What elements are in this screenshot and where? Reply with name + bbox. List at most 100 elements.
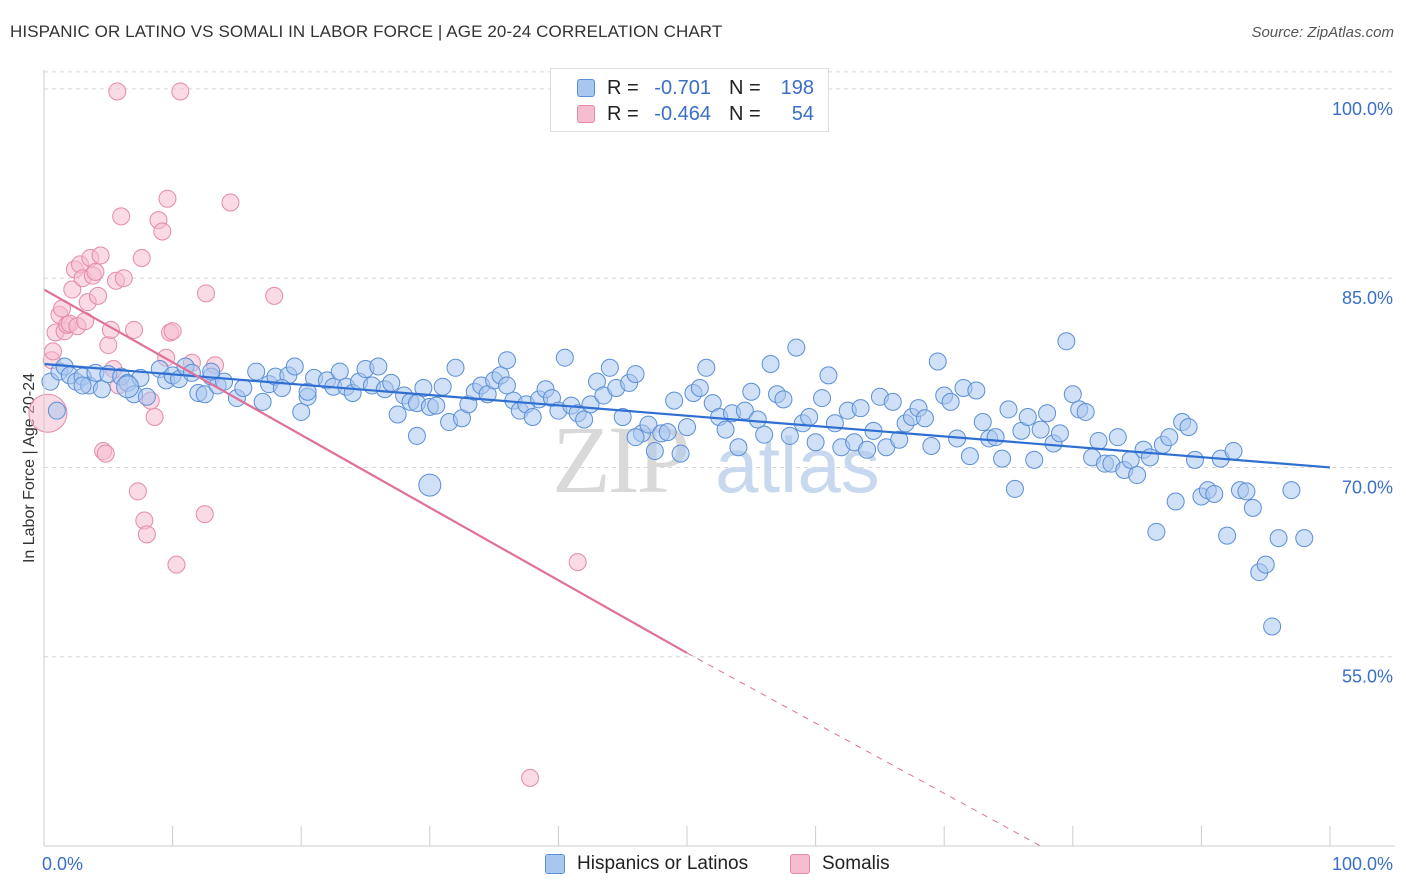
y-tick-label: 55.0%: [1342, 667, 1393, 687]
y-tick-label: 70.0%: [1342, 477, 1393, 497]
hispanic-legend-swatch: [545, 854, 565, 874]
somali-point: [197, 284, 216, 303]
hispanic-point: [960, 447, 979, 466]
hispanic-point: [600, 358, 619, 377]
bottom-legend-somali: Somalis: [790, 852, 890, 876]
hispanic-point: [928, 352, 947, 371]
hispanic-point: [1185, 450, 1204, 469]
somali-point: [145, 407, 164, 426]
hispanic-point: [427, 396, 446, 415]
hispanic-point: [986, 428, 1005, 447]
somali-point: [137, 525, 156, 544]
hispanic-point: [993, 449, 1012, 468]
x-tick-label-max: 100.0%: [1332, 854, 1393, 874]
somali-swatch: [577, 105, 595, 123]
hispanic-point: [1160, 428, 1179, 447]
somali-point: [132, 249, 151, 268]
hispanic-point: [234, 378, 253, 397]
somali-point: [63, 280, 82, 299]
hispanic-point: [1166, 492, 1185, 511]
hispanic-point: [1224, 442, 1243, 461]
trend-layer: [43, 288, 1331, 847]
hispanic-point: [414, 378, 433, 397]
hispanic-point: [729, 438, 748, 457]
somali-trend-line: [43, 288, 688, 654]
somali-point: [195, 505, 214, 524]
somali-point: [99, 336, 118, 355]
hispanic-point: [1256, 555, 1275, 574]
legend-r-label: R =: [607, 102, 639, 125]
hispanic-point: [967, 381, 986, 400]
hispanic-point: [941, 392, 960, 411]
hispanic-point: [418, 473, 442, 497]
legend-row-somali: R = -0.464 N = 54: [577, 102, 814, 126]
somali-point: [128, 482, 147, 501]
hispanic-point: [1005, 479, 1024, 498]
hispanic-point: [819, 366, 838, 385]
hispanic-point: [253, 392, 272, 411]
hispanic-point: [915, 409, 934, 428]
hispanic-point: [825, 414, 844, 433]
hispanic-point: [73, 376, 92, 395]
somali-point: [86, 262, 105, 281]
hispanic-point: [851, 399, 870, 418]
hispanic-point: [1269, 529, 1288, 548]
hispanic-point: [748, 410, 767, 429]
hispanic-swatch: [577, 79, 595, 97]
somali-point: [158, 189, 177, 208]
y-tick-label: 100.0%: [1332, 99, 1393, 119]
y-tick-label: 85.0%: [1342, 288, 1393, 308]
hispanic-point: [369, 357, 388, 376]
hispanic-point: [813, 389, 832, 408]
hispanic-point: [47, 401, 66, 420]
hispanic-point: [883, 392, 902, 411]
chart-title: HISPANIC OR LATINO VS SOMALI IN LABOR FO…: [10, 22, 723, 41]
hispanic-point: [645, 442, 664, 461]
bottom-legend-hispanic: Hispanics or Latinos: [545, 852, 748, 876]
somali-point: [44, 342, 63, 361]
hispanic-point: [523, 407, 542, 426]
hispanic-point: [195, 385, 214, 404]
legend-n-value-hispanic: 198: [780, 76, 814, 99]
hispanic-point: [922, 437, 941, 456]
hispanic-point: [1179, 418, 1198, 437]
hispanic-point: [1038, 404, 1057, 423]
hispanic-point: [787, 338, 806, 357]
hispanic-point: [555, 348, 574, 367]
somali-point: [108, 82, 127, 101]
hispanic-point: [1076, 402, 1095, 421]
hispanic-point: [690, 378, 709, 397]
hispanic-point: [678, 418, 696, 437]
hispanic-point: [1205, 484, 1224, 503]
hispanic-point: [806, 433, 825, 452]
hispanic-point: [780, 426, 799, 445]
somali-point: [171, 82, 190, 101]
hispanic-point: [330, 362, 349, 381]
hispanic-point: [626, 365, 645, 384]
somali-legend-label: Somalis: [822, 853, 890, 874]
hispanic-point: [742, 382, 761, 401]
hispanic-point: [800, 407, 819, 426]
hispanic-point: [382, 373, 401, 392]
legend-n-label: N =: [729, 76, 761, 99]
hispanic-point: [247, 362, 266, 381]
hispanic-point: [1237, 482, 1256, 501]
hispanic-point: [626, 428, 645, 447]
hispanic-point: [761, 354, 780, 373]
hispanic-point: [116, 375, 140, 399]
somali-point: [114, 269, 133, 288]
hispanic-point: [1295, 529, 1314, 548]
hispanic-point: [298, 382, 317, 401]
hispanic-point: [858, 440, 877, 459]
somali-point: [96, 444, 115, 463]
legend-r-value-hispanic: -0.701: [654, 76, 711, 99]
somali-point: [265, 286, 284, 305]
hispanic-point: [1057, 332, 1076, 351]
hispanic-point: [202, 362, 221, 381]
somali-point: [91, 246, 110, 265]
somali-point: [163, 322, 182, 341]
hispanic-point: [433, 377, 452, 396]
legend-n-label: N =: [729, 102, 761, 125]
chart-source: Source: ZipAtlas.com: [1251, 24, 1394, 41]
